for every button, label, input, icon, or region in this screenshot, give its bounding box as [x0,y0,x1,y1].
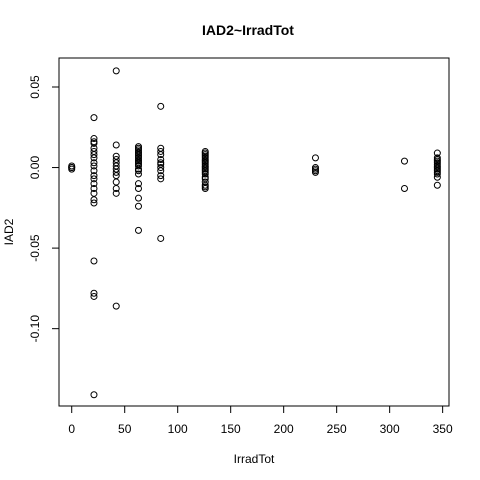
data-point [311,154,319,162]
data-point [157,172,165,180]
chart-title: IAD2~IrradTot [202,22,294,38]
data-point [112,67,120,75]
x-tick-label: 50 [118,422,132,436]
data-point [90,172,98,180]
data-point [90,289,98,297]
data-point [112,189,120,197]
data-point [90,167,98,175]
x-tick-label: 0 [68,422,75,436]
y-tick-label: -0.10 [28,315,42,343]
data-point [157,102,165,110]
data-point [433,181,441,189]
plot-frame [58,57,450,407]
data-point [157,234,165,242]
data-point [112,302,120,310]
data-point [400,157,408,165]
data-point [90,175,98,183]
data-point [90,139,98,147]
data-point [90,154,98,162]
y-axis: -0.10 -0.05 0.00 0.05 [28,75,60,343]
data-point [90,114,98,122]
data-point [90,185,98,192]
data-point [157,175,165,183]
data-point [112,168,120,176]
data-point [134,202,142,210]
data-point [90,257,98,265]
data-point [90,151,98,159]
data-point [134,185,142,192]
y-tick-label: 0.00 [28,156,42,180]
data-point [157,147,165,155]
data-point [433,173,441,181]
x-tick-label: 150 [221,422,241,436]
x-axis-label: IrradTot [234,452,275,466]
x-tick-label: 250 [327,422,347,436]
data-point [134,167,142,175]
data-point [90,135,98,143]
y-tick-label: -0.05 [28,234,42,262]
x-axis: 0 50 100 150 200 250 300 350 [68,405,453,436]
data-point [157,151,165,159]
data-point [134,170,142,178]
data-point [157,167,165,175]
data-point [112,185,120,192]
data-point [134,180,142,188]
x-tick-label: 200 [274,422,294,436]
data-points [68,67,441,399]
x-tick-label: 300 [380,422,400,436]
data-point [90,196,98,204]
data-point [90,180,98,188]
data-point [112,178,120,186]
data-point [134,162,142,170]
data-point [400,185,408,192]
x-tick-label: 100 [168,422,188,436]
data-point [90,162,98,170]
data-point [433,170,441,178]
y-axis-label: IAD2 [2,218,16,245]
data-point [311,168,319,176]
data-point [68,164,76,172]
y-tick-label: 0.05 [28,75,42,99]
data-point [90,292,98,300]
data-point [90,159,98,167]
data-point [134,226,142,234]
data-point [90,199,98,207]
data-point [201,170,209,178]
data-point [134,194,142,202]
data-point [157,156,165,163]
data-point [112,141,120,149]
x-tick-label: 350 [433,422,453,436]
data-point [157,164,165,172]
data-point [90,391,98,399]
data-point [201,185,209,192]
